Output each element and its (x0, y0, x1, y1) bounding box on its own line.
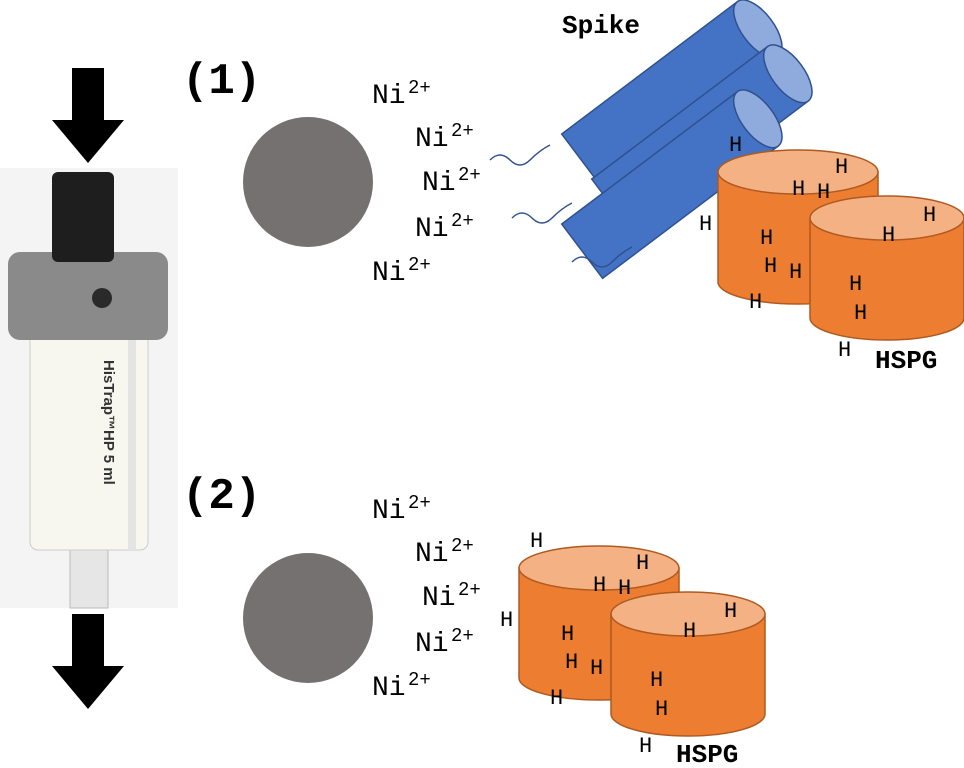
heparan-mark: H (550, 686, 563, 711)
column-knob (52, 172, 114, 262)
ion-symbol: Ni (415, 214, 449, 245)
heparan-mark: H (882, 223, 895, 248)
panel-label: (2) (182, 472, 261, 522)
column-logo (92, 288, 112, 308)
heparan-mark: H (764, 254, 777, 279)
heparan-mark: H (729, 133, 742, 158)
heparan-mark: H (849, 272, 862, 297)
ion-charge: 2+ (451, 210, 474, 232)
ion-symbol: Ni (415, 124, 449, 155)
ion-symbol: Ni (372, 81, 406, 112)
column-cap (8, 252, 168, 340)
heparan-mark: H (817, 180, 830, 205)
ion-symbol: Ni (372, 673, 406, 704)
heparan-mark: H (650, 668, 663, 693)
diagram: HisTrap™HP 5 ml (1) (2) Spike HSPG HSPG … (0, 0, 964, 768)
ion-charge: 2+ (408, 77, 431, 99)
hspg-cylinder (611, 592, 765, 736)
column-label: HisTrap™HP 5 ml (100, 360, 117, 485)
arrow-head (52, 120, 124, 163)
heparan-mark: H (655, 697, 668, 722)
ion-symbol: Ni (415, 629, 449, 660)
heparan-mark: H (639, 734, 652, 759)
heparan-mark: H (561, 622, 574, 647)
ion-charge: 2+ (408, 669, 431, 691)
heparan-mark: H (838, 338, 851, 363)
ion-charge: 2+ (408, 492, 431, 514)
heparan-mark: H (590, 656, 603, 681)
bead (243, 117, 373, 247)
heparan-mark: H (835, 155, 848, 180)
ion-symbol: Ni (372, 496, 406, 527)
ion-charge: 2+ (458, 579, 481, 601)
heparan-mark: H (749, 290, 762, 315)
panel-label: (1) (182, 57, 261, 107)
heparan-mark: H (724, 599, 737, 624)
ion-charge: 2+ (451, 625, 474, 647)
ion-charge: 2+ (451, 120, 474, 142)
ion-charge: 2+ (458, 164, 481, 186)
protein-label: Spike (562, 11, 640, 41)
ion-symbol: Ni (422, 583, 456, 614)
column-stripe (128, 320, 136, 550)
heparan-mark: H (683, 619, 696, 644)
heparan-mark: H (530, 529, 543, 554)
receptor-label: HSPG (875, 346, 937, 376)
heparan-mark: H (565, 650, 578, 675)
arrow-head (52, 666, 124, 709)
arrow-shaft (72, 68, 104, 122)
heparan-mark: H (854, 301, 867, 326)
column: HisTrap™HP 5 ml (0, 168, 178, 608)
heparan-mark: H (923, 203, 936, 228)
heparan-mark: H (789, 260, 802, 285)
heparan-mark: H (699, 212, 712, 237)
ion-symbol: Ni (415, 539, 449, 570)
ion-symbol: Ni (372, 258, 406, 289)
heparan-mark: H (792, 177, 805, 202)
hspg-cylinder (810, 196, 964, 340)
bead (243, 553, 373, 683)
receptor-label: HSPG (676, 740, 738, 768)
ion-symbol: Ni (422, 168, 456, 199)
heparan-mark: H (618, 576, 631, 601)
heparan-mark: H (500, 608, 513, 633)
heparan-mark: H (760, 226, 773, 251)
arrow-shaft (72, 614, 104, 668)
ion-charge: 2+ (451, 535, 474, 557)
heparan-mark: H (593, 573, 606, 598)
ion-charge: 2+ (408, 254, 431, 276)
heparan-mark: H (636, 551, 649, 576)
